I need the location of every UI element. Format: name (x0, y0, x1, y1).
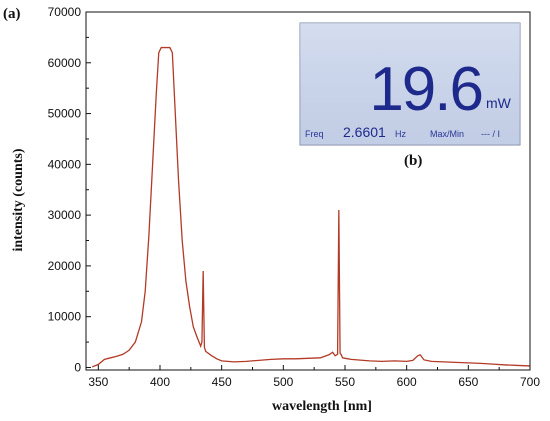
x-tick-label: 450 (212, 375, 232, 389)
y-tick-label: 70000 (48, 5, 82, 19)
lcd-freq-unit: Hz (395, 129, 406, 139)
y-tick-label: 0 (74, 360, 81, 374)
y-tick-label: 40000 (48, 157, 82, 171)
spectrum-line (91, 46, 531, 368)
y-tick-label: 30000 (48, 208, 82, 222)
x-tick-label: 600 (397, 375, 417, 389)
lcd-mode-value: --- / I (481, 129, 500, 139)
x-tick-label: 350 (88, 375, 108, 389)
panel-label-a: (a) (3, 6, 21, 22)
y-tick-label: 60000 (48, 56, 82, 70)
plot-frame (85, 11, 531, 371)
x-tick-label: 650 (458, 375, 478, 389)
y-tick-label: 10000 (48, 310, 82, 324)
y-tick-label: 50000 (48, 107, 82, 121)
x-tick-label: 400 (150, 375, 170, 389)
lcd-freq-label: Freq (305, 129, 324, 139)
y-tick-label: 20000 (48, 259, 82, 273)
lcd-reading: 19.6 (369, 55, 482, 124)
lcd-freq-value: 2.6601 (343, 124, 386, 140)
lcd-display-glare (300, 23, 520, 145)
lcd-unit: mW (486, 95, 512, 111)
x-axis-title: wavelength [nm] (272, 399, 372, 414)
y-axis-title: intensity (counts) (11, 148, 26, 251)
x-tick-label: 700 (520, 375, 540, 389)
power-meter-inset: 19.6 mW Freq 2.6601 Hz Max/Min --- / I (299, 22, 521, 146)
panel-label-b: (b) (404, 153, 422, 169)
lcd-mode-label: Max/Min (430, 129, 464, 139)
x-tick-label: 550 (335, 375, 355, 389)
x-tick-label: 500 (273, 375, 293, 389)
